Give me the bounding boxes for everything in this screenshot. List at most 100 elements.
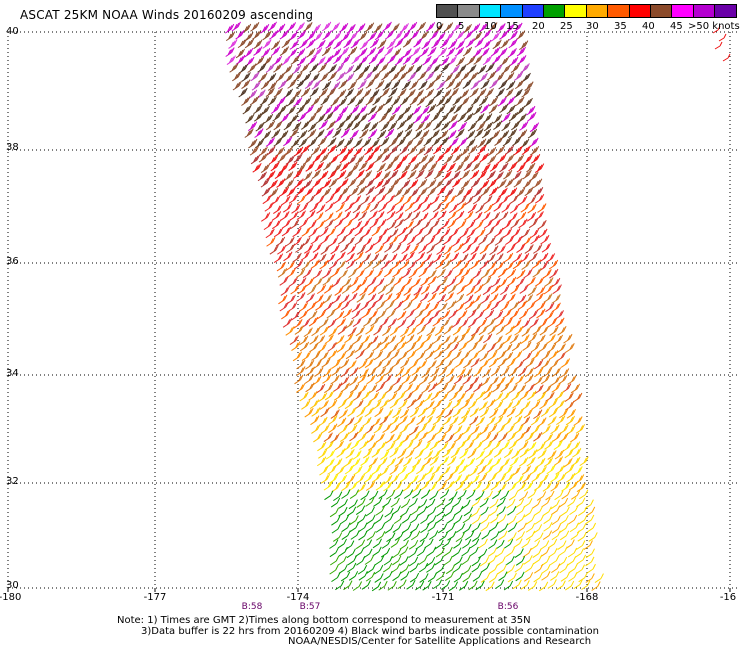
wind-barb [327, 342, 337, 352]
wind-barb [453, 432, 464, 443]
wind-barb [349, 383, 360, 394]
wind-barb [276, 96, 286, 107]
wind-barb [402, 37, 413, 48]
wind-barb [447, 56, 457, 66]
wind-barb [471, 497, 481, 507]
wind-barb [347, 327, 357, 337]
wind-barb [480, 79, 490, 90]
wind-barb [470, 507, 480, 518]
wind-barb [341, 300, 351, 311]
wind-barb [553, 456, 564, 466]
wind-barb [396, 137, 406, 147]
wind-barb [365, 571, 376, 582]
wind-barb [411, 483, 421, 493]
wind-barb [403, 383, 413, 393]
wind-barb [486, 317, 496, 328]
wind-barb [411, 161, 421, 172]
wind-barb [565, 464, 575, 475]
wind-barb [471, 23, 481, 33]
wind-barb [409, 562, 419, 573]
wind-barb [438, 285, 449, 295]
wind-barb [574, 548, 584, 558]
wind-barb [551, 383, 561, 393]
wind-barb [358, 522, 368, 533]
wind-barb [384, 507, 394, 518]
wind-barb [397, 88, 407, 98]
wind-barb [517, 113, 527, 124]
wind-barb [320, 424, 330, 434]
wind-barb [393, 383, 403, 394]
wind-barb [501, 112, 511, 123]
wind-barb [475, 390, 485, 401]
wind-barb [362, 237, 373, 247]
wind-barb [421, 383, 431, 394]
wind-barb [501, 64, 511, 75]
wind-barb [347, 155, 357, 165]
wind-barb [466, 220, 476, 231]
wind-barb [500, 39, 510, 49]
wind-barb [444, 292, 454, 302]
wind-barb [502, 228, 513, 238]
wind-barb [389, 326, 399, 336]
wind-barb [305, 194, 316, 205]
wind-barb [466, 228, 476, 238]
wind-barb [479, 260, 489, 270]
wind-barb [296, 268, 306, 278]
wind-barb [547, 579, 557, 589]
wind-barb [470, 358, 480, 368]
wind-barb [367, 367, 377, 378]
wind-barb [407, 326, 417, 337]
wind-barb [722, 53, 731, 62]
wind-barb [469, 546, 479, 557]
wind-barb [551, 302, 561, 313]
wind-barb [363, 399, 373, 410]
wind-barb [357, 79, 367, 90]
wind-barb [263, 55, 273, 66]
wind-barb [474, 38, 484, 48]
wind-barb [319, 153, 330, 163]
wind-barb [244, 47, 254, 58]
wind-barb [266, 170, 276, 181]
wind-barb [294, 178, 304, 188]
wind-barb [401, 187, 412, 197]
wind-barb [578, 506, 588, 517]
wind-barb [573, 579, 583, 590]
wind-barb [320, 95, 330, 106]
wind-barb [317, 441, 327, 452]
wind-barb [529, 145, 540, 156]
wind-barb [386, 204, 396, 214]
wind-barb [335, 138, 345, 149]
wind-barb [322, 294, 332, 304]
wind-barb [509, 204, 520, 214]
wind-barb [235, 29, 245, 40]
wind-barb [536, 334, 546, 345]
wind-barb [512, 136, 522, 147]
wind-barb [353, 138, 363, 148]
wind-barb [416, 146, 426, 156]
wind-barb [559, 514, 569, 525]
wind-barb [315, 129, 325, 139]
wind-barb [427, 515, 437, 525]
wind-barb [422, 202, 432, 213]
wind-barb [296, 210, 306, 221]
wind-barb [250, 22, 260, 32]
wind-barb [314, 367, 324, 377]
wind-barb [470, 96, 480, 106]
wind-barb [293, 259, 304, 270]
wind-barb [534, 292, 544, 303]
wind-barb [436, 80, 446, 91]
wind-barb [531, 259, 541, 270]
wind-barb [387, 581, 397, 591]
wind-barb [307, 301, 317, 312]
wind-barb [349, 489, 360, 499]
wind-barb [483, 113, 493, 123]
wind-barb [394, 187, 404, 198]
legend-swatch [500, 4, 523, 18]
wind-barb [349, 129, 359, 140]
wind-barb [313, 186, 323, 197]
wind-barb [424, 538, 434, 549]
wind-barb [533, 572, 543, 583]
wind-barb [570, 383, 581, 394]
wind-barb [319, 465, 329, 476]
wind-barb [527, 286, 537, 296]
